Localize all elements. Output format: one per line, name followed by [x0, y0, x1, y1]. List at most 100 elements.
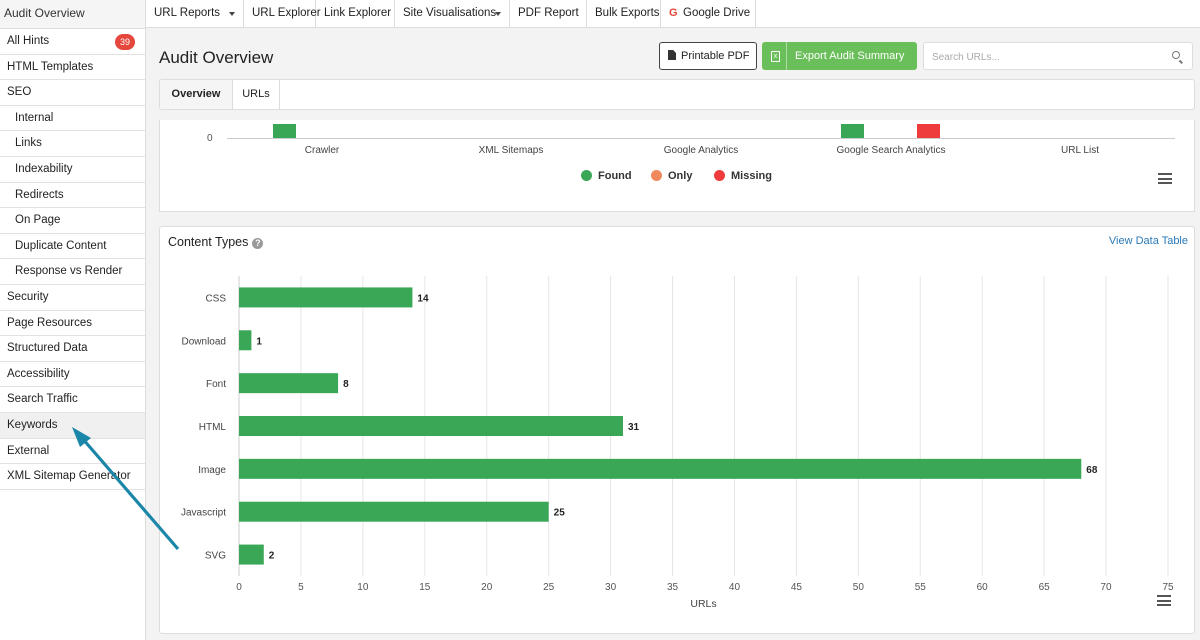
category-label: XML Sitemaps [478, 145, 544, 156]
sidebar-item-label: Structured Data [7, 342, 88, 355]
sidebar: Audit Overview All Hints 39 HTML Templates… [0, 0, 146, 640]
category-label: SVG [205, 551, 226, 562]
category-label: CSS [205, 293, 226, 304]
gsa-found-bar[interactable] [841, 124, 864, 138]
sidebar-item-label: Links [15, 137, 42, 150]
export-label: Export Audit Summary [795, 50, 905, 62]
sidebar-item-html-templates[interactable]: HTML Templates [0, 55, 145, 81]
printable-pdf-button[interactable]: Printable PDF [659, 42, 757, 70]
sidebar-item-label: Redirects [15, 188, 64, 201]
tab-urls[interactable]: URLs [233, 80, 280, 109]
sidebar-item-keywords[interactable]: Keywords [0, 412, 145, 439]
x-tick-label: 25 [543, 582, 555, 593]
sidebar-item-page-resources[interactable]: Page Resources [0, 311, 145, 337]
nav-site-visualisations[interactable]: Site Visualisations [395, 0, 510, 28]
chevron-down-icon[interactable] [229, 12, 235, 16]
sidebar-item-internal[interactable]: Internal [0, 106, 145, 132]
crawler-found-bar[interactable] [273, 124, 296, 138]
sidebar-item-external[interactable]: External [0, 439, 145, 465]
x-tick-label: 10 [357, 582, 369, 593]
sidebar-item-label: Response vs Render [15, 265, 123, 278]
sidebar-item-search-traffic[interactable]: Search Traffic [0, 387, 145, 413]
legend-found[interactable]: Found [581, 170, 632, 182]
tab-bar: Overview URLs [159, 79, 1195, 110]
sidebar-item-links[interactable]: Links [0, 131, 145, 157]
category-label: Google Analytics [663, 145, 739, 156]
sidebar-item-structured-data[interactable]: Structured Data [0, 336, 145, 362]
chart-menu-icon[interactable] [1158, 173, 1172, 184]
search-icon[interactable] [1172, 51, 1180, 59]
axis-baseline [227, 138, 1175, 139]
sidebar-item-response-vs-render[interactable]: Response vs Render [0, 259, 145, 285]
tab-overview[interactable]: Overview [160, 80, 233, 109]
nav-bulk-exports[interactable]: Bulk Exports [587, 0, 661, 28]
bar-html[interactable] [239, 416, 623, 436]
legend-label: Missing [731, 170, 772, 182]
help-icon[interactable]: ? [252, 238, 264, 249]
x-tick-label: 20 [481, 582, 493, 593]
value-label: 14 [417, 293, 429, 304]
nav-google-drive[interactable]: G Google Drive [661, 0, 756, 28]
button-separator [786, 42, 787, 70]
nav-pdf-report[interactable]: PDF Report [510, 0, 587, 28]
sidebar-item-redirects[interactable]: Redirects [0, 183, 145, 209]
sidebar-item-label: Indexability [15, 162, 73, 175]
x-tick-label: 50 [853, 582, 865, 593]
x-tick-label: 15 [419, 582, 431, 593]
search-input[interactable] [932, 48, 1162, 66]
printable-pdf-label: Printable PDF [681, 50, 750, 62]
view-data-table-link[interactable]: View Data Table [1108, 235, 1188, 247]
sidebar-item-security[interactable]: Security [0, 285, 145, 311]
hint-count-badge: 39 [115, 34, 135, 50]
url-sources-panel: 0 Crawler XML Sitemaps Google Analytics … [159, 120, 1195, 212]
x-tick-label: 30 [605, 582, 617, 593]
category-label: Google Search Analytics [836, 145, 946, 156]
chevron-down-icon[interactable] [495, 12, 501, 16]
value-label: 25 [554, 508, 566, 519]
export-audit-summary-button[interactable]: x Export Audit Summary [762, 42, 917, 70]
bar-css[interactable] [239, 287, 413, 308]
bar-image[interactable] [239, 458, 1082, 479]
sidebar-header[interactable]: Audit Overview [0, 0, 145, 29]
legend-label: Found [598, 170, 632, 182]
sidebar-list: All Hints 39 HTML Templates SEO Internal Link… [0, 29, 145, 490]
x-tick-label: 55 [915, 582, 927, 593]
value-label: 2 [269, 551, 275, 562]
sidebar-item-seo[interactable]: SEO [0, 80, 145, 106]
nav-url-explorer[interactable]: URL Explorer [244, 0, 321, 28]
nav-link-explorer[interactable]: Link Explorer [316, 0, 395, 28]
sidebar-item-label: HTML Templates [7, 60, 94, 73]
sidebar-item-all-hints[interactable]: All Hints 39 [0, 29, 145, 55]
sidebar-item-on-page[interactable]: On Page [0, 208, 145, 234]
chart-menu-icon[interactable] [1157, 595, 1171, 606]
bar-svg[interactable] [239, 544, 264, 565]
missing-dot-icon [714, 170, 725, 181]
sidebar-item-label: External [7, 444, 50, 457]
panel-title: Content Types? [168, 235, 264, 249]
nav-label: Google Drive [683, 7, 751, 19]
sidebar-item-xml-sitemap-generator[interactable]: XML Sitemap Generator [0, 464, 145, 490]
x-tick-label: 0 [236, 582, 242, 593]
value-label: 8 [343, 379, 349, 390]
bar-font[interactable] [239, 373, 339, 394]
category-label: Javascript [181, 508, 226, 519]
search-box [923, 42, 1193, 70]
legend-missing[interactable]: Missing [714, 170, 772, 182]
bar-download[interactable] [239, 330, 252, 351]
x-tick-label: 60 [977, 582, 989, 593]
sidebar-item-indexability[interactable]: Indexability [0, 157, 145, 183]
value-label: 68 [1086, 465, 1098, 476]
value-label: 31 [628, 422, 640, 433]
nav-url-reports[interactable]: URL Reports [146, 0, 244, 28]
x-tick-label: 65 [1039, 582, 1051, 593]
gsa-missing-bar[interactable] [917, 124, 940, 138]
legend-only[interactable]: Only [651, 170, 692, 182]
category-label: HTML [199, 422, 227, 433]
x-axis-title: URLs [690, 598, 716, 610]
page-title: Audit Overview [159, 48, 274, 67]
x-tick-label: 40 [729, 582, 741, 593]
panel-title-text: Content Types [168, 235, 249, 249]
sidebar-item-duplicate-content[interactable]: Duplicate Content [0, 234, 145, 260]
sidebar-item-accessibility[interactable]: Accessibility [0, 362, 145, 388]
bar-javascript[interactable] [239, 501, 549, 522]
